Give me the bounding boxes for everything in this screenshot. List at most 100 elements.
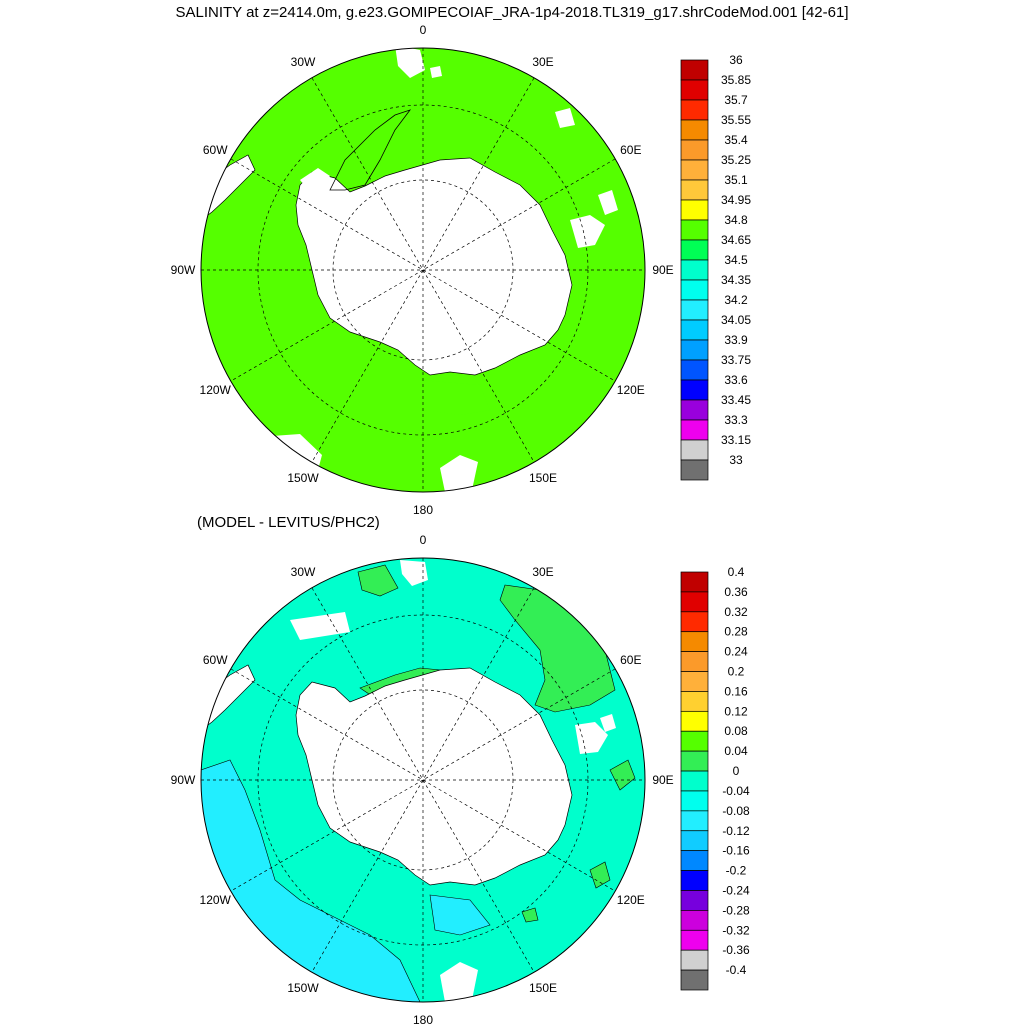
colorbar-box: [680, 651, 709, 672]
ross-sea-green: [420, 380, 490, 415]
colorbar-label: -0.32: [722, 923, 750, 937]
longitude-label-60e: 60E: [620, 653, 641, 667]
longitude-label-60e: 60E: [620, 143, 641, 157]
colorbar-box: [680, 571, 709, 593]
colorbar-box: [680, 459, 709, 481]
longitude-label-90w: 90W: [171, 263, 196, 277]
colorbar-box: [680, 631, 709, 652]
salinity-map: [200, 47, 646, 493]
colorbar-box: [680, 259, 709, 281]
longitude-label-0: 0: [420, 23, 427, 37]
colorbar-box: [680, 710, 709, 732]
colorbar-label: 33.6: [724, 373, 748, 387]
longitude-label-120e: 120E: [617, 383, 645, 397]
colorbar-box: [680, 910, 709, 931]
colorbar-label: 35.7: [724, 93, 748, 107]
kerguelen-area-white: [570, 215, 605, 248]
white-patch-60e-bottom: [600, 714, 616, 732]
colorbar-box: [680, 591, 709, 613]
colorbar-label: -0.08: [722, 804, 750, 818]
colorbar-box: [680, 379, 709, 401]
colorbar-label: 35.55: [721, 113, 751, 127]
colorbar-label: 0.32: [724, 605, 748, 619]
difference-colorbar: 0.4 0.36 0.32 0.28 0.24 0.2 0.16 0.12 0.08 0.04 0 -…: [680, 565, 750, 991]
colorbar-label: 34.8: [724, 213, 748, 227]
colorbar-label: 34.95: [721, 193, 751, 207]
colorbar-box: [680, 179, 709, 201]
colorbar-box: [680, 691, 709, 712]
colorbar-label: 34.05: [721, 313, 751, 327]
colorbar-box: [680, 439, 709, 461]
longitude-label-60w: 60W: [203, 143, 228, 157]
colorbar-label: 34.5: [724, 253, 748, 267]
longitude-label-150e: 150E: [529, 471, 557, 485]
colorbar-box: [680, 159, 709, 181]
colorbar-label: 33.15: [721, 433, 751, 447]
colorbar-label: -0.24: [722, 883, 750, 897]
colorbar-box: [680, 359, 709, 381]
colorbar-label: -0.16: [722, 844, 750, 858]
colorbar-box: [680, 969, 709, 991]
colorbar-box: [680, 339, 709, 361]
colorbar-box: [680, 830, 709, 852]
colorbar-label: -0.12: [722, 824, 750, 838]
colorbar-label: -0.4: [726, 963, 747, 977]
colorbar-box: [680, 319, 709, 341]
longitude-label-30w: 30W: [291, 565, 316, 579]
longitude-label-60w: 60W: [203, 653, 228, 667]
colorbar-box: [680, 279, 709, 301]
white-patch-30w-bottom: [290, 612, 350, 640]
longitude-label-90w: 90W: [171, 773, 196, 787]
colorbar-label: -0.36: [722, 943, 750, 957]
difference-map: [200, 557, 646, 1003]
negative-anomaly-ross: [429, 894, 491, 936]
colorbar-label: 0: [733, 764, 740, 778]
longitude-label-0: 0: [420, 533, 427, 547]
colorbar-box: [680, 219, 709, 241]
longitude-label-150w: 150W: [287, 471, 319, 485]
colorbar-label: 0.28: [724, 625, 748, 639]
longitude-label-90e: 90E: [652, 263, 673, 277]
colorbar-label: 34.2: [724, 293, 748, 307]
colorbar-label: -0.28: [722, 903, 750, 917]
new-zealand-white: [440, 455, 478, 492]
colorbar-box: [680, 770, 709, 792]
longitude-label-180: 180: [413, 1013, 433, 1024]
longitude-label-150e: 150E: [529, 981, 557, 995]
colorbar-box: [680, 790, 709, 812]
northern-land-0-bottom: [400, 560, 428, 586]
colorbar-label: 35.25: [721, 153, 751, 167]
northern-land-0: [395, 48, 425, 78]
colorbar-box: [680, 850, 709, 871]
colorbar-label: 33: [729, 453, 743, 467]
salinity-colorbar: 36 35.85 35.7 35.55 35.4 35.25 35.1 34.95 34.8 34…: [680, 53, 751, 481]
panel-subtitle: (MODEL - LEVITUS/PHC2): [197, 514, 380, 531]
colorbar-label: 0.12: [724, 704, 748, 718]
colorbar-box: [680, 929, 709, 951]
new-zealand-white-bottom: [440, 962, 478, 1002]
colorbar-label: 35.85: [721, 73, 751, 87]
colorbar-label: 0.04: [724, 744, 748, 758]
colorbar-box: [680, 419, 709, 441]
colorbar-label: 33.75: [721, 353, 751, 367]
colorbar-label: 33.9: [724, 333, 748, 347]
colorbar-label: 33.45: [721, 393, 751, 407]
colorbar-box: [680, 239, 709, 261]
longitude-label-120w: 120W: [200, 893, 232, 907]
colorbar-box: [680, 611, 709, 633]
colorbar-label: -0.2: [726, 864, 747, 878]
colorbar-label: 36: [729, 53, 743, 67]
colorbar-label: 0.16: [724, 684, 748, 698]
colorbar-box: [680, 79, 709, 101]
positive-anomaly-90e: [589, 861, 611, 889]
colorbar-box: [680, 299, 709, 321]
northern-land-30e: [430, 66, 442, 78]
colorbar-box: [680, 810, 709, 832]
positive-anomaly-60e: [609, 759, 636, 791]
weddell-contour: [329, 109, 412, 191]
colorbar-box: [680, 99, 709, 121]
colorbar-box: [680, 870, 709, 891]
colorbar-box: [680, 750, 709, 772]
colorbar-label: 0.24: [724, 645, 748, 659]
